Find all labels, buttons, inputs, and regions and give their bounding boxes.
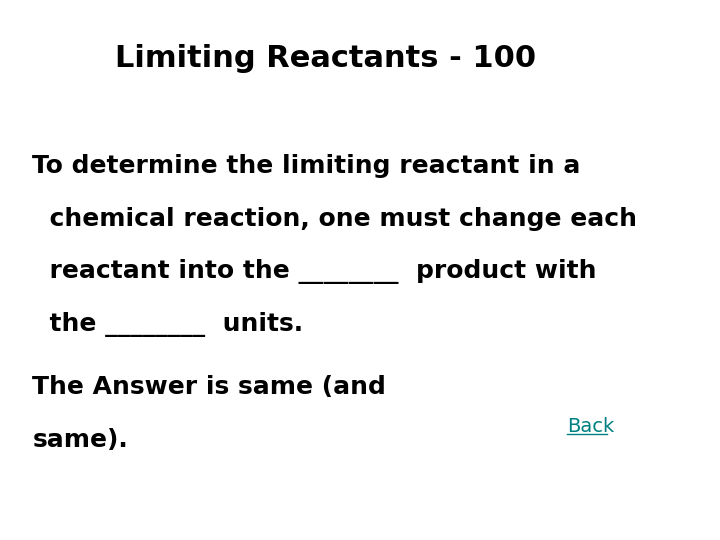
Text: Limiting Reactants - 100: Limiting Reactants - 100 [114,44,536,73]
Text: the ________  units.: the ________ units. [32,312,304,337]
Text: To determine the limiting reactant in a: To determine the limiting reactant in a [32,154,581,178]
Text: same).: same). [32,428,128,452]
Text: The Answer is same (and: The Answer is same (and [32,375,387,399]
Text: Back: Back [567,417,615,436]
Text: chemical reaction, one must change each: chemical reaction, one must change each [32,207,637,231]
Text: reactant into the ________  product with: reactant into the ________ product with [32,260,597,285]
